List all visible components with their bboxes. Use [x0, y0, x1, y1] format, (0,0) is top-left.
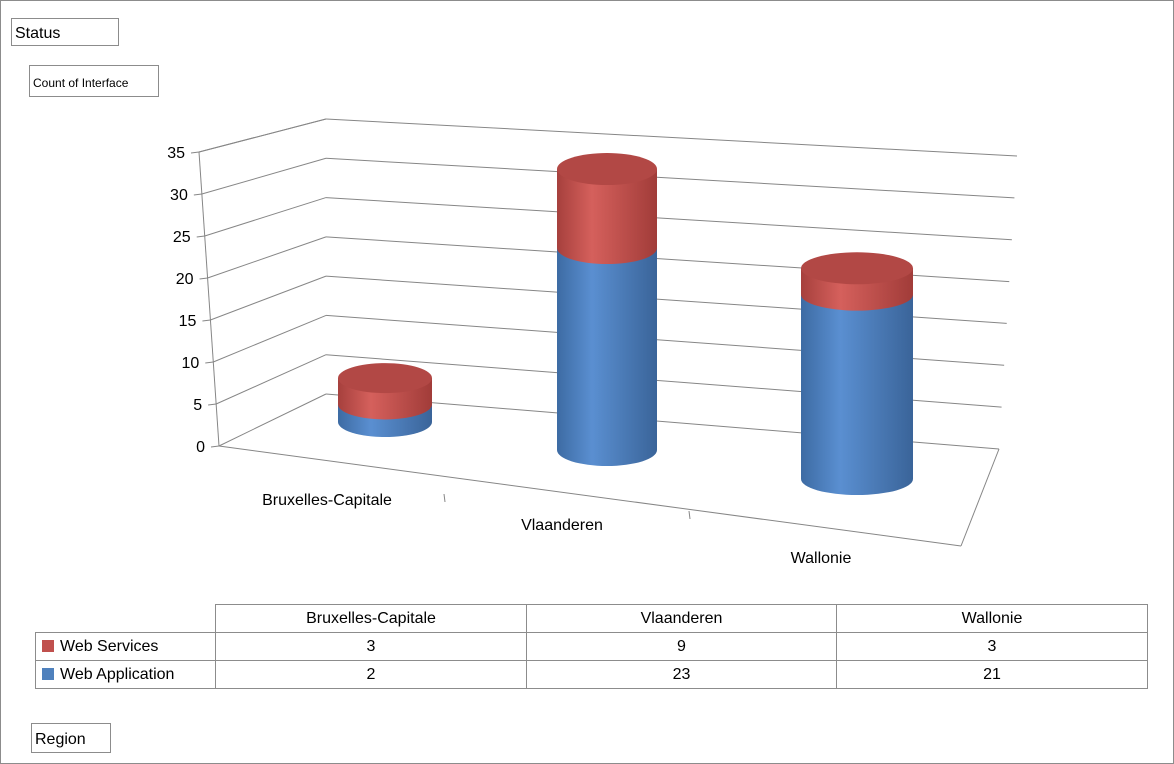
data-table-header: Wallonie [836, 604, 1148, 633]
y-tick-label: 15 [179, 313, 197, 330]
side-gridline [201, 157, 327, 195]
chart-plot: 0 5 10 15 20 25 30 35 Bruxelles-Capitale Vlaande… [167, 118, 1018, 567]
y-tick-label: 20 [176, 271, 194, 288]
y-tick-label: 30 [170, 187, 188, 204]
data-table-cell: 3 [215, 632, 527, 661]
data-table-header: Vlaanderen [526, 604, 837, 633]
data-table-cell: 9 [526, 632, 837, 661]
floor-front-edge [218, 445, 962, 547]
data-table-header-row: Bruxelles-Capitale Vlaanderen Wallonie [35, 604, 1148, 633]
y-tick-label: 35 [167, 145, 185, 162]
legend-label: Web Services [60, 637, 159, 655]
region-field-button[interactable]: Region [31, 723, 111, 753]
bar-top-cap [338, 363, 432, 394]
data-table-cell: 23 [526, 660, 837, 689]
count-of-interface-field-button[interactable]: Count of Interface [29, 65, 159, 97]
y-tick-mark [193, 193, 202, 196]
y-tick-mark [190, 151, 200, 154]
data-table-row: Web Application 2 23 21 [35, 660, 1148, 689]
floor-left-edge [218, 393, 327, 447]
bar-web-services [557, 169, 657, 265]
x-axis-label: Bruxelles-Capitale [262, 492, 392, 509]
x-tick-mark [443, 493, 446, 503]
side-gridline [215, 354, 327, 405]
side-gridline [207, 236, 327, 279]
y-tick-label: 25 [173, 229, 191, 246]
y-axis-ticks: 0 5 10 15 20 25 30 35 [167, 145, 220, 456]
bar-web-application [801, 294, 913, 495]
x-axis-label: Vlaanderen [521, 517, 603, 534]
side-gridline [198, 118, 327, 153]
y-tick-mark [210, 445, 220, 448]
data-table-cell: 21 [836, 660, 1148, 689]
side-gridline [213, 314, 327, 363]
data-table-cell: 3 [836, 632, 1148, 661]
data-table-cell: 2 [215, 660, 527, 689]
y-tick-mark [208, 403, 217, 406]
y-tick-mark [202, 319, 211, 322]
back-gridline [325, 197, 1012, 241]
x-tick-mark [688, 510, 691, 520]
back-gridline [325, 157, 1015, 199]
y-tick-mark [199, 277, 208, 280]
web-services-swatch [42, 639, 54, 652]
side-gridline [210, 275, 327, 321]
web-application-swatch [42, 667, 54, 680]
legend-label: Web Application [60, 665, 175, 683]
side-gridline [204, 197, 327, 237]
y-axis-line [198, 151, 220, 447]
floor-right-edge [960, 448, 1000, 547]
data-table: Bruxelles-Capitale Vlaanderen Wallonie W… [35, 604, 1148, 689]
y-tick-mark [196, 235, 205, 238]
data-table-corner [35, 604, 216, 633]
data-table-row: Web Services 3 9 3 [35, 632, 1148, 661]
bar-top-cap [801, 252, 913, 285]
legend-entry-web-application: Web Application [35, 660, 216, 689]
status-field-button[interactable]: Status [11, 18, 119, 46]
y-tick-mark [205, 361, 214, 364]
data-table-header: Bruxelles-Capitale [215, 604, 527, 633]
bar-top-cap [557, 153, 657, 186]
y-tick-label: 10 [181, 355, 199, 372]
bar-web-application [557, 248, 657, 466]
x-axis-labels: Bruxelles-Capitale Vlaanderen Wallonie [262, 492, 851, 567]
y-tick-label: 0 [196, 439, 205, 456]
x-axis-label: Wallonie [791, 550, 852, 567]
legend-entry-web-services: Web Services [35, 632, 216, 661]
chart-bars [338, 153, 913, 495]
back-gridline [325, 118, 1018, 157]
y-tick-label: 5 [193, 397, 202, 414]
